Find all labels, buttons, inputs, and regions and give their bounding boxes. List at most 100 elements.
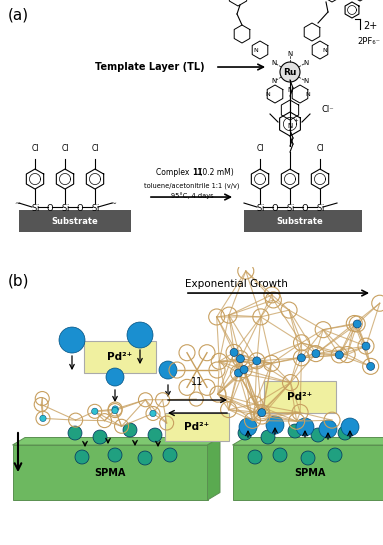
Polygon shape (208, 438, 220, 500)
Text: (0.2 mM): (0.2 mM) (196, 168, 233, 177)
Text: $\mathregular{Si}$: $\mathregular{Si}$ (316, 202, 324, 213)
Text: Substrate: Substrate (52, 216, 98, 226)
Text: N: N (322, 47, 327, 52)
Circle shape (301, 451, 315, 465)
Circle shape (248, 450, 262, 464)
Circle shape (258, 409, 266, 416)
Polygon shape (13, 445, 208, 500)
Circle shape (280, 62, 300, 82)
Text: Ru: Ru (283, 68, 297, 76)
Circle shape (112, 406, 118, 412)
Circle shape (138, 451, 152, 465)
Text: N: N (303, 78, 308, 84)
Circle shape (311, 428, 325, 442)
Circle shape (261, 430, 275, 444)
Circle shape (112, 408, 118, 414)
FancyBboxPatch shape (84, 341, 156, 373)
Circle shape (298, 354, 305, 362)
Text: SPMA: SPMA (294, 468, 326, 477)
Circle shape (234, 369, 242, 377)
Text: +: + (293, 118, 298, 123)
Text: Template Layer (TL): Template Layer (TL) (95, 62, 205, 72)
Text: $\mathregular{O}$: $\mathregular{O}$ (76, 202, 84, 213)
Text: Cl: Cl (316, 144, 324, 153)
Circle shape (296, 418, 314, 436)
Circle shape (335, 351, 343, 359)
Text: Cl⁻: Cl⁻ (322, 105, 335, 113)
Polygon shape (232, 445, 383, 500)
Circle shape (328, 448, 342, 462)
Text: N: N (287, 51, 293, 57)
Text: Pd²⁺: Pd²⁺ (287, 392, 313, 402)
Circle shape (353, 320, 361, 328)
Circle shape (123, 423, 137, 437)
Text: $\mathregular{Si}$: $\mathregular{Si}$ (61, 202, 69, 213)
Circle shape (75, 450, 89, 464)
Circle shape (92, 408, 98, 414)
Text: Cl: Cl (256, 144, 264, 153)
Circle shape (148, 428, 162, 442)
Polygon shape (13, 438, 220, 445)
FancyBboxPatch shape (165, 413, 229, 441)
Circle shape (230, 348, 238, 356)
Text: N: N (305, 92, 310, 96)
Circle shape (236, 355, 244, 362)
Circle shape (93, 430, 107, 444)
FancyBboxPatch shape (264, 381, 336, 413)
Text: 95°C, 4 days: 95°C, 4 days (171, 192, 213, 199)
Text: SPMA: SPMA (94, 468, 126, 477)
Text: $\mathregular{Si}$: $\mathregular{Si}$ (90, 202, 100, 213)
Text: toluene/acetonitrile 1:1 (v/v): toluene/acetonitrile 1:1 (v/v) (144, 183, 240, 189)
Text: $\mathregular{O}$: $\mathregular{O}$ (46, 202, 54, 213)
Text: $\mathregular{O}$: $\mathregular{O}$ (301, 202, 309, 213)
Circle shape (168, 426, 182, 440)
Text: N: N (272, 78, 277, 84)
Text: N: N (265, 92, 270, 96)
Circle shape (108, 448, 122, 462)
Circle shape (127, 322, 153, 348)
Text: $\mathregular{\sim}$: $\mathregular{\sim}$ (109, 199, 117, 205)
Text: $\mathregular{O}$: $\mathregular{O}$ (271, 202, 279, 213)
Circle shape (163, 448, 177, 462)
Circle shape (338, 426, 352, 440)
Text: Pd²⁺: Pd²⁺ (185, 422, 210, 432)
Circle shape (68, 426, 82, 440)
Circle shape (240, 366, 248, 373)
Text: N: N (287, 123, 293, 129)
Text: 11: 11 (191, 377, 203, 387)
Polygon shape (232, 438, 383, 445)
Circle shape (238, 426, 252, 440)
Text: $\mathregular{\sim}$: $\mathregular{\sim}$ (13, 199, 21, 205)
Text: Cl: Cl (61, 144, 69, 153)
Text: Pd²⁺: Pd²⁺ (108, 352, 133, 362)
Text: $\mathregular{Si}$: $\mathregular{Si}$ (31, 202, 39, 213)
Circle shape (106, 368, 124, 386)
Text: N: N (253, 47, 258, 52)
Text: $\mathregular{Si}$: $\mathregular{Si}$ (286, 202, 295, 213)
Circle shape (266, 416, 284, 434)
Text: Substrate: Substrate (277, 216, 323, 226)
Circle shape (150, 410, 156, 416)
Circle shape (288, 424, 302, 438)
Text: Complex: Complex (156, 168, 192, 177)
Text: Exponential Growth: Exponential Growth (185, 279, 288, 289)
Circle shape (367, 362, 375, 371)
Text: Cl: Cl (91, 144, 99, 153)
Text: N: N (287, 87, 293, 93)
Circle shape (341, 418, 359, 436)
Text: $\mathregular{Si}$: $\mathregular{Si}$ (255, 202, 264, 213)
Circle shape (319, 420, 337, 438)
Text: Cl: Cl (31, 144, 39, 153)
Circle shape (40, 415, 46, 421)
Circle shape (239, 418, 257, 436)
Text: 2+: 2+ (363, 21, 377, 31)
Text: (b): (b) (8, 273, 29, 288)
FancyBboxPatch shape (244, 210, 362, 232)
FancyBboxPatch shape (19, 210, 131, 232)
Text: N: N (303, 60, 308, 66)
Circle shape (312, 350, 320, 358)
Text: 11: 11 (192, 168, 203, 177)
Text: 2PF₆⁻: 2PF₆⁻ (357, 37, 380, 46)
Circle shape (159, 361, 177, 379)
Text: N: N (272, 60, 277, 66)
